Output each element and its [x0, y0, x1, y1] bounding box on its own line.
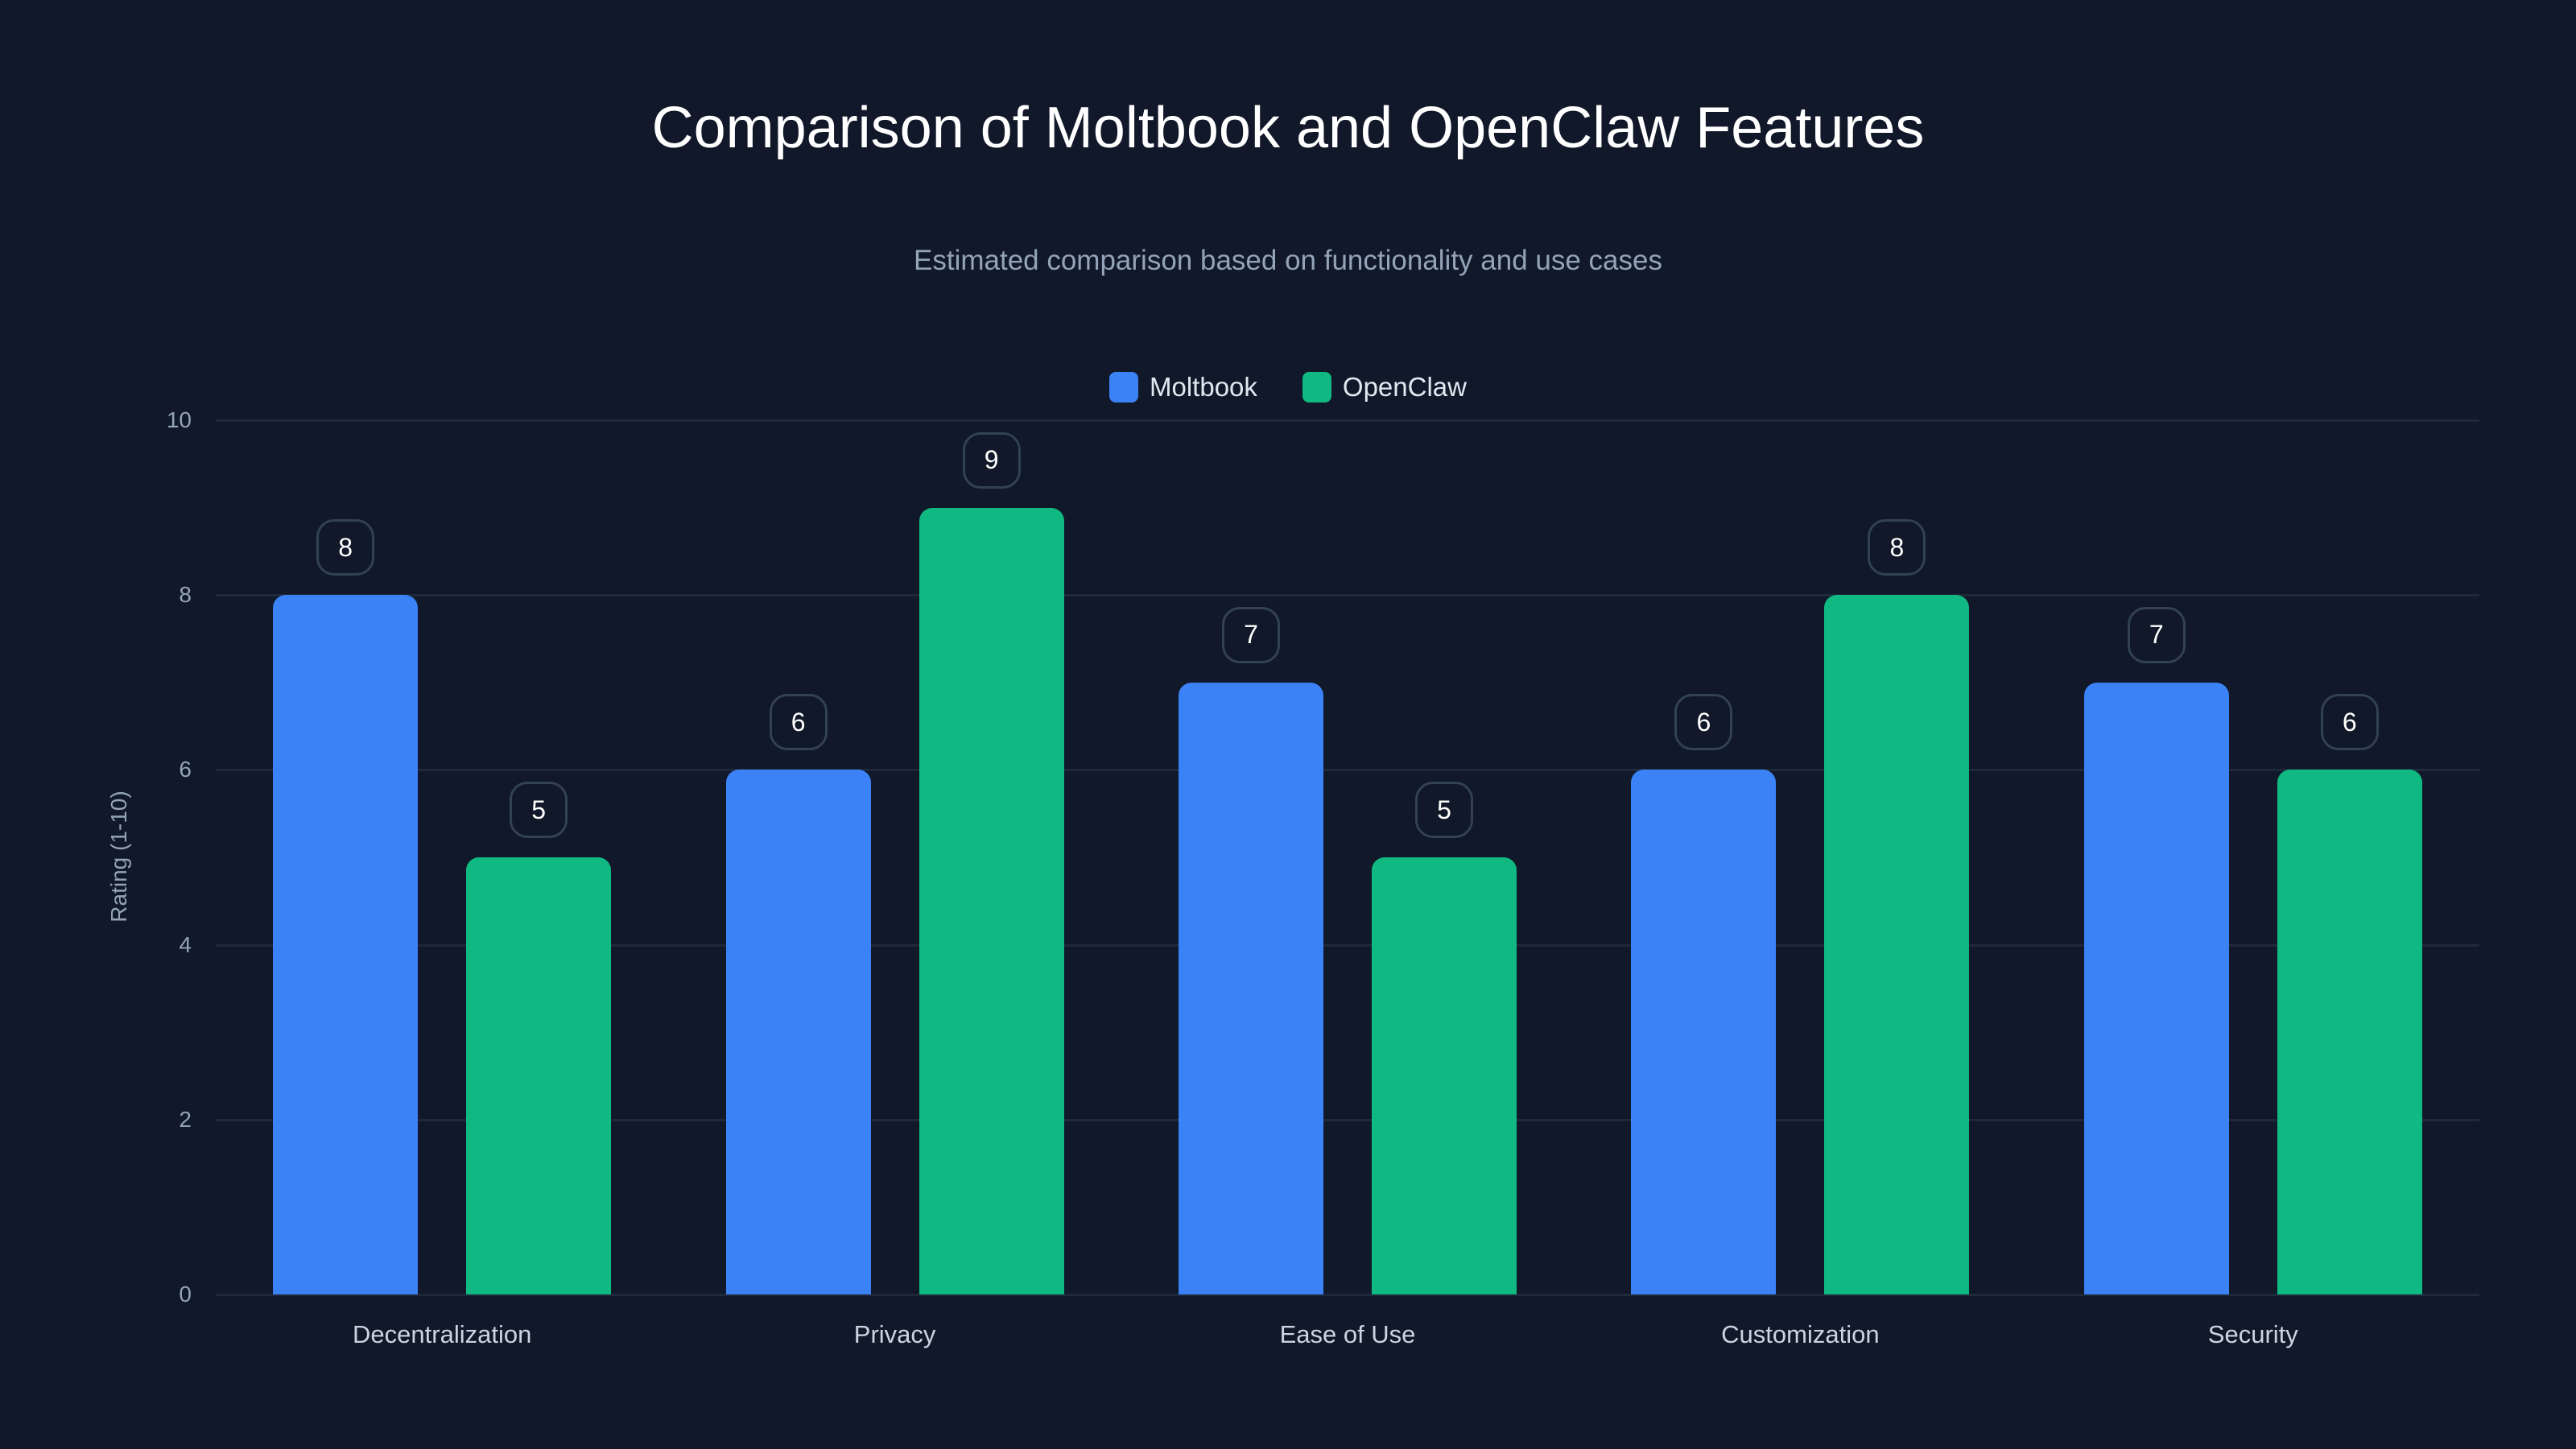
- bar-moltbook-customization[interactable]: [1631, 770, 1777, 1294]
- x-tick-label: Customization: [1721, 1320, 1880, 1348]
- data-label: 5: [510, 782, 568, 838]
- bar-openclaw-privacy[interactable]: [919, 507, 1064, 1294]
- x-tick-label: Decentralization: [353, 1320, 532, 1348]
- data-label: 8: [1868, 519, 1926, 576]
- data-label: 8: [316, 519, 375, 576]
- legend-label: OpenClaw: [1342, 372, 1467, 402]
- data-label: 6: [1674, 694, 1733, 751]
- legend-item-moltbook[interactable]: Moltbook: [1109, 372, 1257, 402]
- y-tick-label: 6: [179, 757, 192, 782]
- legend-item-openclaw[interactable]: OpenClaw: [1302, 372, 1467, 402]
- data-label: 7: [1222, 606, 1280, 663]
- gridline: [216, 1118, 2479, 1121]
- chart-legend: Moltbook OpenClaw: [0, 372, 2576, 402]
- bar-openclaw-decentralization[interactable]: [466, 857, 612, 1294]
- data-label: 6: [769, 694, 828, 751]
- y-axis-label: Rating (1-10): [106, 791, 131, 923]
- legend-swatch-moltbook: [1109, 372, 1138, 402]
- bar-moltbook-decentralization[interactable]: [273, 595, 419, 1294]
- y-tick-label: 2: [179, 1106, 192, 1132]
- gridline: [216, 769, 2479, 772]
- gridline: [216, 594, 2479, 597]
- y-tick-label: 0: [179, 1282, 192, 1307]
- chart-title: Comparison of Moltbook and OpenClaw Feat…: [651, 96, 1925, 160]
- gridline: [216, 419, 2479, 422]
- y-tick-label: 8: [179, 582, 192, 608]
- chart-subtitle: Estimated comparison based on functional…: [914, 245, 1662, 276]
- y-tick-label: 4: [179, 931, 192, 957]
- plot-area: 0 2 4 6 8 10 8 5 6 9 7 5 6 8 7 6: [167, 407, 2479, 1307]
- gridline: [216, 1294, 2479, 1296]
- gridline: [216, 943, 2479, 947]
- legend-label: Moltbook: [1150, 372, 1257, 402]
- x-tick-label: Ease of Use: [1279, 1320, 1416, 1348]
- bar-openclaw-customization[interactable]: [1824, 595, 1970, 1294]
- data-label: 6: [2320, 694, 2379, 751]
- data-label: 9: [962, 431, 1021, 489]
- bar-moltbook-ease-of-use[interactable]: [1179, 682, 1323, 1294]
- bar-moltbook-security[interactable]: [2083, 682, 2229, 1294]
- y-tick-label: 10: [166, 407, 192, 432]
- bar-moltbook-privacy[interactable]: [725, 770, 871, 1294]
- bar-openclaw-security[interactable]: [2277, 770, 2422, 1294]
- x-tick-label: Security: [2207, 1320, 2298, 1348]
- x-tick-label: Privacy: [853, 1320, 936, 1348]
- legend-swatch-openclaw: [1302, 372, 1331, 402]
- data-label: 5: [1415, 782, 1473, 838]
- data-label: 7: [2127, 606, 2186, 663]
- bar-openclaw-ease-of-use[interactable]: [1372, 857, 1517, 1294]
